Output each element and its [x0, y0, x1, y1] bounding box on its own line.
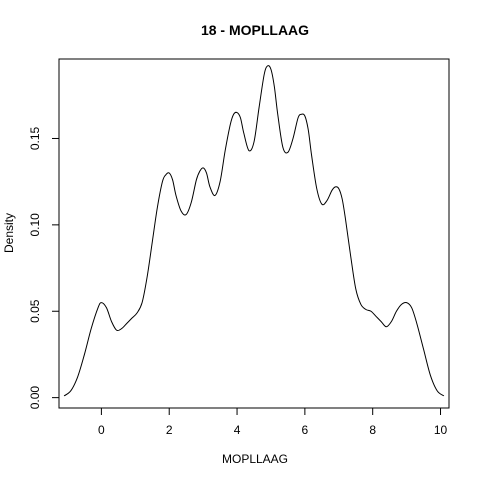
y-axis-label: Density	[2, 213, 16, 253]
y-tick-label: 0.00	[28, 386, 42, 410]
x-axis-label: MOPLLAAG	[222, 452, 288, 466]
y-axis: 0.00 0.05 0.10 0.15	[28, 126, 60, 410]
x-tick-label: 10	[434, 423, 448, 437]
x-tick-label: 0	[98, 423, 105, 437]
y-tick-label: 0.05	[28, 299, 42, 323]
y-tick-label: 0.15	[28, 126, 42, 150]
chart-title: 18 - MOPLLAAG	[201, 22, 309, 38]
y-tick-label: 0.10	[28, 213, 42, 237]
x-tick-label: 2	[166, 423, 173, 437]
x-axis: 0 2 4 6 8 10	[98, 407, 448, 437]
x-tick-label: 8	[369, 423, 376, 437]
x-tick-label: 6	[302, 423, 309, 437]
x-tick-label: 4	[234, 423, 241, 437]
density-curve	[63, 65, 445, 397]
